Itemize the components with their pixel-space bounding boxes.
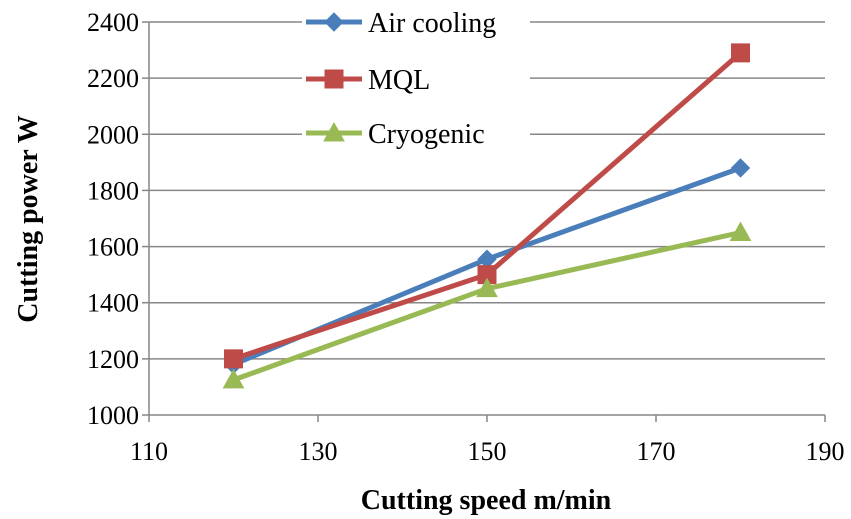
legend-marker xyxy=(323,121,345,142)
legend-label: Cryogenic xyxy=(368,119,485,150)
series-group xyxy=(222,43,752,389)
series-line xyxy=(231,50,743,362)
axes: 1000 1200 1400 1600 1800 2000 2200 2400 110 130 15… xyxy=(87,8,845,466)
legend-marker xyxy=(324,12,344,32)
data-point xyxy=(730,158,751,178)
x-tick-label: 190 xyxy=(806,437,845,466)
data-point xyxy=(224,349,243,369)
legend-marker xyxy=(324,69,344,89)
y-tick-label: 1800 xyxy=(87,176,139,205)
series-cryogenic xyxy=(222,221,752,389)
legend-item-mql: MQL xyxy=(302,62,530,96)
legend-item-cryogenic: Cryogenic xyxy=(302,116,530,150)
y-tick-label: 2200 xyxy=(87,64,139,93)
legend-item-air-cooling: Air cooling xyxy=(302,5,530,39)
x-tick-label: 110 xyxy=(130,437,168,466)
series-mql xyxy=(224,43,750,369)
x-tick-label: 150 xyxy=(468,437,507,466)
data-point xyxy=(476,277,498,298)
legend-label: MQL xyxy=(368,65,430,96)
legend: Air cooling MQL Cryogenic xyxy=(302,5,530,150)
axis-labels: Cutting speed m/min Cutting power W xyxy=(13,115,612,516)
y-tick-label: 1000 xyxy=(87,401,139,430)
y-tick-label: 2400 xyxy=(87,8,139,37)
data-point xyxy=(729,221,752,242)
y-axis-title: Cutting power W xyxy=(13,115,44,322)
x-axis-title: Cutting speed m/min xyxy=(361,485,612,516)
y-tick-label: 2000 xyxy=(87,120,139,149)
y-tick-label: 1600 xyxy=(87,233,139,262)
y-tick-label: 1200 xyxy=(87,345,139,374)
data-point xyxy=(222,368,245,389)
y-tick-label: 1400 xyxy=(87,289,139,318)
data-point xyxy=(731,43,750,63)
legend-label: Air cooling xyxy=(368,8,496,39)
x-tick-label: 130 xyxy=(299,437,338,466)
x-tick-label: 170 xyxy=(637,437,676,466)
